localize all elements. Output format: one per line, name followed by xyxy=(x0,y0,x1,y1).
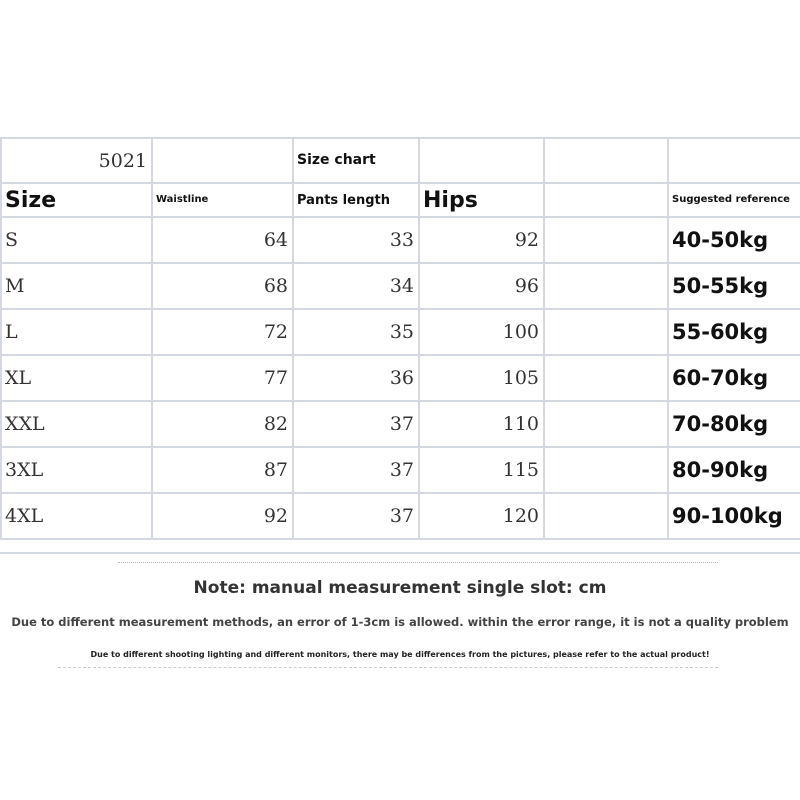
cell-pants-length: 33 xyxy=(292,216,420,264)
cell-size: XXL xyxy=(0,400,153,448)
cell-weight: 60-70kg xyxy=(667,354,800,402)
header-row: Size Waistline Pants length Hips Suggest… xyxy=(0,182,800,218)
cell-pants-length: 35 xyxy=(292,308,420,356)
cell-pants-length: 37 xyxy=(292,400,420,448)
product-code: 5021 xyxy=(0,137,153,184)
cell-weight: 70-80kg xyxy=(667,400,800,448)
table-row: 3XL 87 37 115 80-90kg xyxy=(0,446,800,494)
cell-waistline: 77 xyxy=(151,354,294,402)
cell-size: M xyxy=(0,262,153,310)
cell-hips: 92 xyxy=(418,216,545,264)
header-suggested-reference: Suggested reference xyxy=(667,182,800,218)
cell-weight: 90-100kg xyxy=(667,492,800,540)
table-row: XL 77 36 105 60-70kg xyxy=(0,354,800,402)
cell-hips: 115 xyxy=(418,446,545,494)
cell-size: XL xyxy=(0,354,153,402)
divider xyxy=(0,552,800,554)
cell-hips: 105 xyxy=(418,354,545,402)
table-row: XXL 82 37 110 70-80kg xyxy=(0,400,800,448)
cell-hips: 100 xyxy=(418,308,545,356)
title-row: 5021 Size chart xyxy=(0,137,800,184)
table-row: S 64 33 92 40-50kg xyxy=(0,216,800,264)
cell-size: 3XL xyxy=(0,446,153,494)
cell-size: L xyxy=(0,308,153,356)
cell-size: S xyxy=(0,216,153,264)
cell-pants-length: 34 xyxy=(292,262,420,310)
table-row: M 68 34 96 50-55kg xyxy=(0,262,800,310)
error-note: Due to different measurement methods, an… xyxy=(11,615,789,629)
header-waistline: Waistline xyxy=(151,182,294,218)
cell-hips: 96 xyxy=(418,262,545,310)
cell-size: 4XL xyxy=(0,492,153,540)
cell-waistline: 92 xyxy=(151,492,294,540)
cell-hips: 110 xyxy=(418,400,545,448)
cell-weight: 55-60kg xyxy=(667,308,800,356)
cell-hips: 120 xyxy=(418,492,545,540)
decorative-line xyxy=(58,667,718,668)
color-note: Due to different shooting lighting and d… xyxy=(90,650,710,659)
table-row: L 72 35 100 55-60kg xyxy=(0,308,800,356)
cell-weight: 40-50kg xyxy=(667,216,800,264)
header-hips: Hips xyxy=(418,182,545,218)
table-row: 4XL 92 37 120 90-100kg xyxy=(0,492,800,540)
header-size: Size xyxy=(0,182,153,218)
cell-waistline: 82 xyxy=(151,400,294,448)
cell-weight: 50-55kg xyxy=(667,262,800,310)
cell-waistline: 87 xyxy=(151,446,294,494)
cell-waistline: 68 xyxy=(151,262,294,310)
chart-title: Size chart xyxy=(292,137,420,184)
size-chart-table: 5021 Size chart Size Waistline Pants len… xyxy=(0,137,800,540)
cell-pants-length: 37 xyxy=(292,446,420,494)
unit-note: Note: manual measurement single slot: cm xyxy=(193,578,607,598)
cell-waistline: 72 xyxy=(151,308,294,356)
cell-weight: 80-90kg xyxy=(667,446,800,494)
cell-pants-length: 36 xyxy=(292,354,420,402)
header-pants-length: Pants length xyxy=(292,182,420,218)
dotted-divider xyxy=(118,562,718,563)
cell-waistline: 64 xyxy=(151,216,294,264)
cell-pants-length: 37 xyxy=(292,492,420,540)
